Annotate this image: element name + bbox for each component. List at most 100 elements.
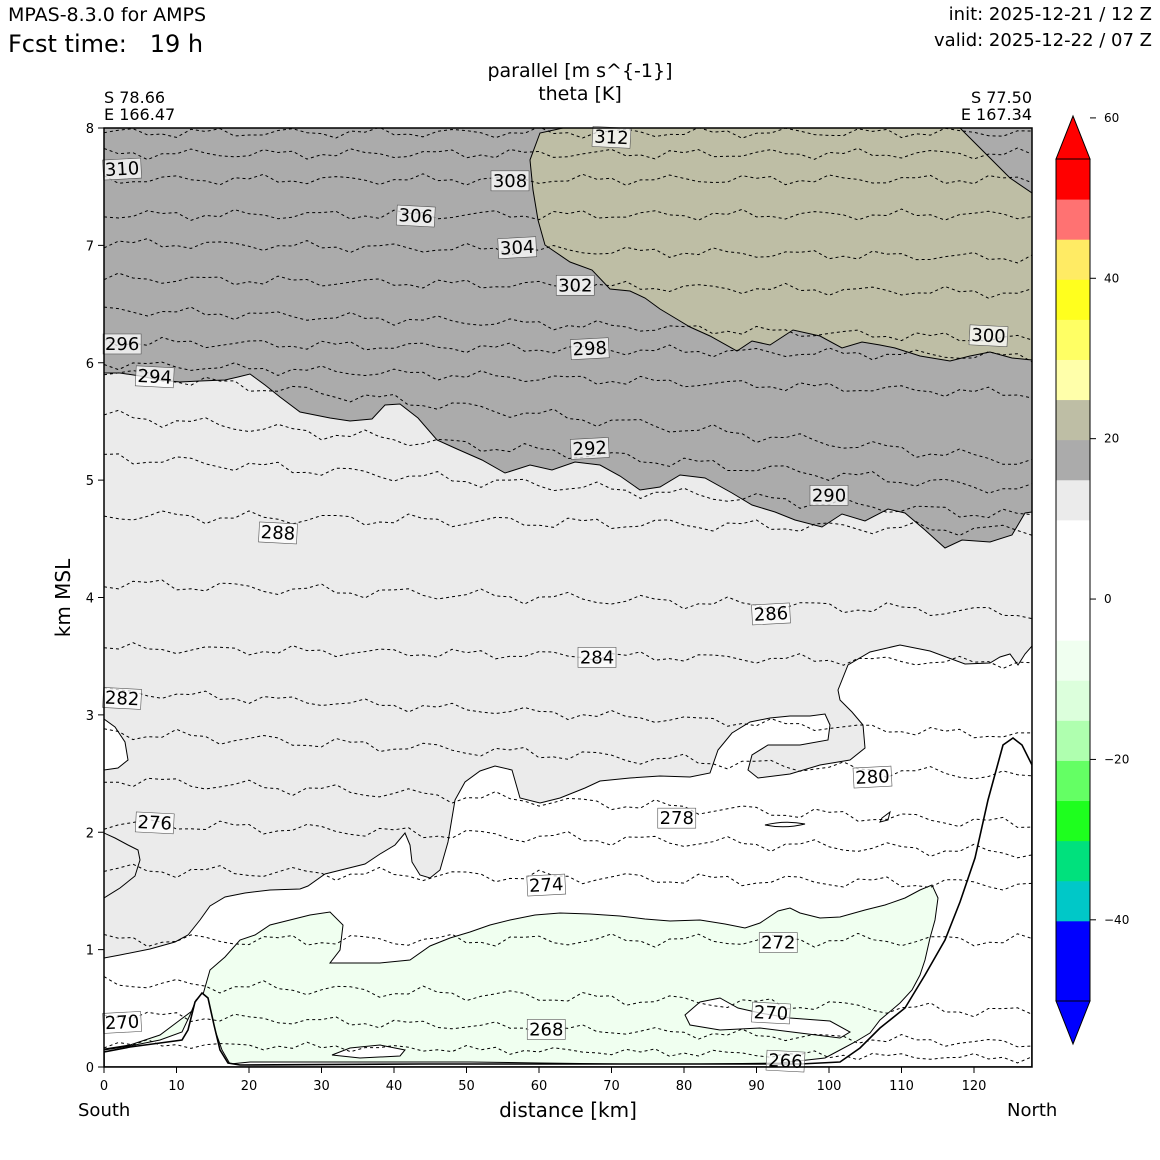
fill-region-white-small (331, 1044, 406, 1059)
y-tick-label: 5 (86, 474, 94, 489)
y-tick-label: 1 (86, 944, 94, 959)
theta-label: 300 (968, 324, 1009, 348)
colorbar-bin (1056, 319, 1090, 360)
x-tick-label: 100 (817, 1079, 842, 1094)
x-axis-ticks: 0 10 20 30 40 50 60 70 80 90 100 110 120 (100, 1067, 986, 1094)
theta-label-text: 288 (260, 522, 295, 545)
theta-contour-304 (104, 238, 1032, 264)
theta-contour-286 (104, 579, 1032, 620)
theta-label-text: 268 (529, 1019, 563, 1040)
theta-label-box (758, 932, 798, 953)
theta-label-text: 284 (580, 647, 614, 668)
colorbar-bin (1056, 880, 1090, 922)
colorbar-bin (1056, 479, 1090, 521)
colorbar-bin (1056, 559, 1090, 601)
theta-label: 302 (555, 274, 595, 296)
colorbar-bin (1056, 239, 1090, 280)
colorbar-bin (1056, 840, 1090, 882)
theta-label-box (657, 807, 697, 829)
y-tick-label: 6 (86, 357, 94, 372)
theta-contour-294 (104, 370, 1032, 465)
x-tick-label: 40 (386, 1079, 403, 1094)
theta-label: 270 (751, 1001, 791, 1025)
colorbar-bin (1056, 519, 1090, 561)
colorbar-bin (1056, 960, 1090, 1002)
colorbar-bin (1056, 720, 1090, 761)
x-tick-label: 30 (313, 1079, 330, 1094)
theta-label-text: 274 (529, 874, 564, 897)
theta-contour-312 (104, 128, 1032, 139)
theta-label-text: 306 (398, 205, 433, 228)
theta-contour-288 (104, 510, 1032, 537)
y-tick-label: 7 (86, 239, 94, 254)
theta-contour-298 (104, 336, 1032, 363)
theta-label: 290 (809, 485, 849, 506)
left-endpoint-lat: S 78.66 (104, 88, 166, 107)
fill-region-olive (529, 128, 1032, 362)
y-axis-ticks: 0 1 2 3 4 5 6 7 8 (86, 122, 104, 1076)
fill-region-left-white-upper (104, 718, 129, 771)
y-axis-label: km MSL (51, 558, 75, 637)
theta-label-box (852, 765, 893, 789)
theta-label-text: 266 (768, 1050, 803, 1073)
y-tick-label: 4 (86, 592, 94, 607)
theta-label: 272 (758, 932, 798, 954)
theta-label-text: 278 (660, 808, 694, 829)
theta-label-box (751, 602, 791, 626)
colorbar-min-extend (1055, 1000, 1091, 1046)
theta-label: 308 (490, 170, 530, 192)
colorbar-bin (1056, 760, 1090, 802)
theta-label-text: 304 (500, 237, 535, 260)
theta-label-box (555, 274, 595, 296)
theta-label-text: 272 (761, 933, 795, 954)
colorbar-bin (1056, 920, 1090, 962)
colorbar-tick-label: −40 (1104, 913, 1129, 927)
theta-contour-284 (104, 642, 1032, 669)
wind-fill-regions (104, 128, 1032, 1067)
wind-contour-small-squiggle (879, 810, 891, 823)
theta-label-text: 292 (572, 438, 607, 461)
theta-contour-308 (104, 173, 1032, 186)
x-tick-label: 90 (748, 1079, 765, 1094)
colorbar-frame (1055, 158, 1091, 1002)
colorbar-max-extend (1055, 114, 1091, 160)
theta-label-box (134, 365, 175, 389)
theta-contour-270 (104, 976, 1032, 1018)
forecast-time-label: Fcst time: (8, 30, 127, 58)
theta-label: 296 (102, 333, 142, 355)
theta-label-box (102, 157, 142, 181)
colorbar-tick-label: 20 (1104, 432, 1119, 446)
theta-label-text: 296 (105, 334, 139, 355)
theta-label-box (526, 1019, 566, 1040)
theta-label: 276 (134, 811, 175, 835)
theta-label: 286 (751, 602, 791, 626)
theta-contour-296 (104, 361, 1032, 399)
colorbar-tick-label: 40 (1104, 271, 1119, 285)
theta-contour-274 (104, 863, 1032, 891)
terrain-region (104, 737, 1032, 1067)
theta-contour-280 (104, 728, 1032, 780)
y-tick-label: 0 (86, 1061, 94, 1076)
theta-label: 310 (102, 157, 142, 181)
theta-label-text: 302 (558, 275, 592, 296)
model-title: MPAS-8.3.0 for AMPS (8, 4, 207, 26)
theta-label-box (751, 1001, 791, 1025)
theta-label-text: 298 (572, 338, 607, 361)
theta-contour-276 (104, 818, 1032, 859)
y-tick-label: 2 (86, 826, 94, 841)
theta-label: 274 (526, 873, 567, 897)
theta-contour-266 (104, 1039, 1032, 1064)
theta-contour-282 (104, 687, 1032, 739)
theta-label: 304 (497, 236, 538, 260)
right-endpoint-lat: S 77.50 (970, 88, 1032, 107)
theta-label-text: 276 (137, 812, 172, 835)
colorbar-bin (1056, 359, 1090, 401)
theta-label: 284 (577, 647, 617, 668)
theta-label-text: 312 (594, 127, 629, 150)
theta-label-text: 270 (753, 1002, 788, 1025)
theta-contour-labels: 312 310 308 306 304 302 300 298 296 294 292 290 288 2… (102, 126, 1009, 1073)
theta-contour-306 (104, 208, 1032, 221)
colorbar-tick-label: 60 (1104, 111, 1119, 125)
y-tick-label: 8 (86, 122, 94, 137)
